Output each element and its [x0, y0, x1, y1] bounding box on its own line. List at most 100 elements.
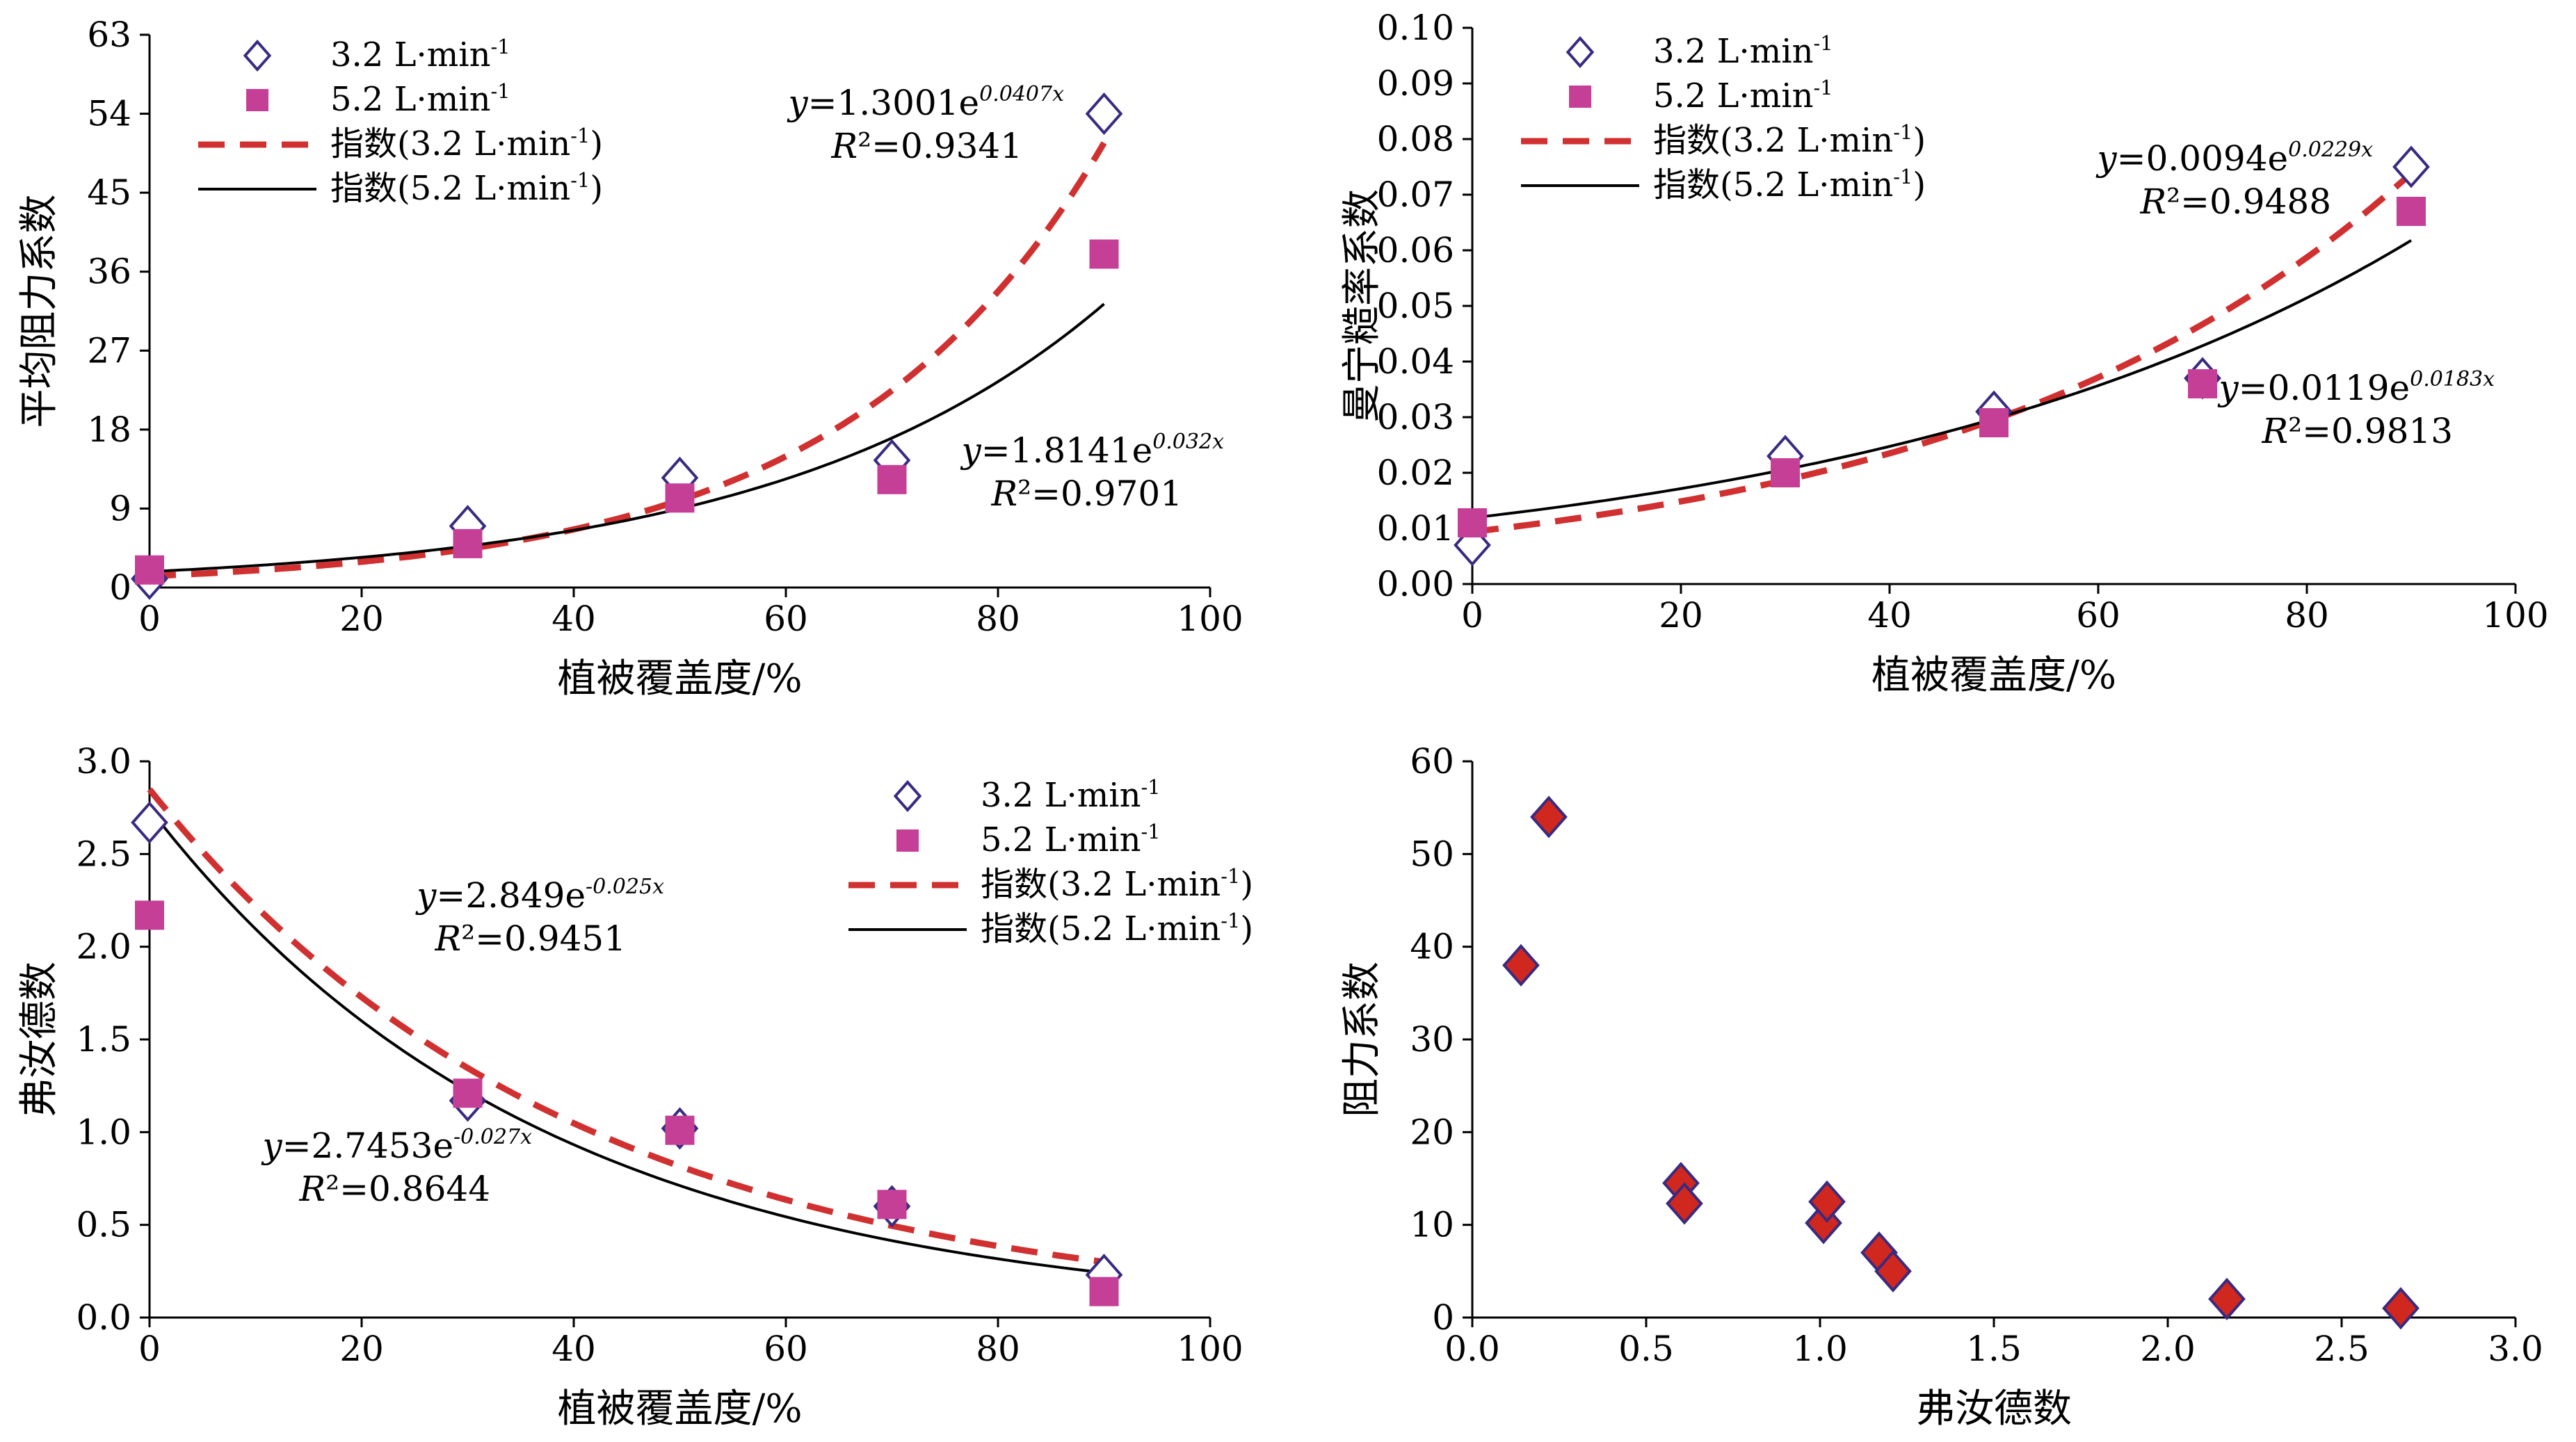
x-tick-label: 20: [1659, 595, 1703, 635]
y-axis-title: 平均阻力系数: [17, 195, 62, 428]
y-tick-label: 0: [109, 567, 131, 608]
legend-label: 3.2 L·min-1: [330, 35, 510, 74]
y-tick-label: 0.5: [76, 1205, 131, 1245]
x-axis-title: 弗汝德数: [1916, 1386, 2072, 1432]
legend-label: 指数(5.2 L·min-1): [330, 168, 603, 208]
y-tick-label: 54: [87, 94, 131, 134]
data-point-5-2: [1089, 1277, 1119, 1306]
x-tick-label: 2.5: [2314, 1329, 2369, 1369]
y-axis-title: 弗汝德数: [17, 962, 62, 1117]
equation-text: y=1.3001e0.0407x: [787, 82, 1064, 123]
chart-panel-froude-vs-resistance: 0.0 0.5 1.0 1.5 2.0 2.5 3.0 0 10 20 30 40 50 60 弗汝德数 阻力…: [1288, 720, 2576, 1439]
data-point-5-2: [1979, 408, 2009, 437]
y-tick-label: 40: [1410, 927, 1454, 967]
y-tick-label: 45: [87, 172, 131, 213]
data-point: [2208, 1277, 2246, 1320]
legend-marker: [1565, 35, 1595, 69]
equation-text: y=0.0119e0.0183x: [2217, 367, 2495, 408]
y-tick-label: 0.09: [1377, 63, 1454, 104]
y-tick-label: 36: [87, 252, 131, 292]
chart-resistance-vs-froude: 0.0 0.5 1.0 1.5 2.0 2.5 3.0 0 10 20 30 40 50 60 弗汝德数 阻力…: [1339, 741, 2543, 1432]
x-tick-label: 1.5: [1966, 1329, 2022, 1369]
y-tick-label: 63: [87, 15, 131, 55]
legend-marker: [246, 89, 268, 111]
data-point-3-2: [2392, 145, 2430, 188]
r-squared-text: R²=0.9488: [2139, 181, 2331, 222]
legend-marker: [896, 829, 919, 852]
x-tick-label: 60: [2076, 595, 2120, 635]
chart-panel-froude: 0 20 40 60 80 100 0.0 0.5 1.0 1.5 2.0 2.5 3.0 植被覆盖度/%…: [0, 720, 1288, 1439]
x-tick-label: 0: [138, 599, 161, 639]
y-tick-label: 27: [87, 330, 131, 371]
y-tick-label: 0: [1432, 1297, 1454, 1338]
x-tick-label: 20: [339, 1329, 384, 1369]
y-tick-label: 1.5: [76, 1019, 131, 1060]
y-tick-label: 0.05: [1377, 286, 1454, 326]
r-squared-text: R²=0.8644: [298, 1169, 490, 1209]
legend-label: 指数(3.2 L·min-1): [981, 864, 1253, 904]
data-point: [1530, 795, 1568, 839]
data-point-5-2: [135, 555, 164, 585]
y-tick-label: 0.08: [1377, 119, 1454, 159]
x-tick-label: 60: [764, 1329, 808, 1369]
y-tick-label: 0.10: [1377, 8, 1454, 48]
y-tick-label: 0.07: [1377, 175, 1454, 215]
legend-marker: [243, 39, 272, 72]
y-tick-label: 2.0: [76, 927, 131, 967]
y-tick-label: 0.0: [76, 1297, 131, 1338]
data-point-5-2: [2188, 369, 2217, 398]
x-tick-label: 20: [339, 599, 384, 639]
equation-text: y=2.7453e-0.027x: [261, 1125, 532, 1166]
chart-resistance-coefficient: 0 20 40 60 80 100 0 9 18 27 36 45 54 63 植被覆盖度/% 平均阻力系数 3…: [17, 15, 1243, 702]
chart-froude-number: 0 20 40 60 80 100 0.0 0.5 1.0 1.5 2.0 2.5 3.0 植被覆盖度/%…: [17, 741, 1253, 1432]
data-point-5-2: [135, 900, 164, 930]
x-tick-label: 80: [976, 599, 1020, 639]
x-tick-label: 40: [552, 599, 596, 639]
legend-label: 指数(3.2 L·min-1): [330, 124, 603, 163]
data-point: [1874, 1249, 1912, 1293]
x-tick-label: 100: [2482, 595, 2548, 635]
chart-panel-resistance: 0 20 40 60 80 100 0 9 18 27 36 45 54 63 植被覆盖度/% 平均阻力系数 3…: [0, 0, 1288, 720]
legend-label: 指数(3.2 L·min-1): [1653, 120, 1926, 160]
fit-curve-3-2: [149, 141, 1107, 580]
y-tick-label: 50: [1410, 834, 1454, 874]
r-squared-text: R²=0.9701: [990, 473, 1182, 514]
legend: 3.2 L·min-1 5.2 L·min-1 指数(3.2 L·min-1) 指数(…: [1521, 31, 1926, 204]
data-point-5-2: [2397, 197, 2426, 226]
x-axis-title: 植被覆盖度/%: [557, 1386, 802, 1432]
x-tick-label: 100: [1177, 1329, 1243, 1369]
data-point: [1666, 1182, 1703, 1225]
fit-curve-5-2: [149, 302, 1105, 574]
data-point-5-2: [453, 1078, 483, 1108]
x-tick-label: 80: [2285, 595, 2329, 635]
legend-label: 5.2 L·min-1: [981, 820, 1161, 859]
data-point-5-2: [665, 483, 695, 513]
y-tick-label: 0.06: [1377, 230, 1454, 270]
y-tick-label: 20: [1410, 1112, 1454, 1152]
y-tick-label: 1.0: [76, 1112, 131, 1152]
equation-text: y=2.849e-0.025x: [415, 875, 664, 916]
data-point-5-2: [877, 1190, 907, 1220]
x-tick-label: 100: [1177, 599, 1243, 639]
data-point-3-2: [1085, 92, 1123, 136]
x-axis-title: 植被覆盖度/%: [557, 656, 802, 702]
x-tick-label: 0.5: [1618, 1329, 1674, 1369]
data-point: [1502, 943, 1540, 987]
chart-manning-roughness: 0 20 40 60 80 100 0.00 0.01 0.02 0.03 0.04 0.05 0.06…: [1339, 8, 2549, 698]
fit-curve-5-2: [1472, 239, 2413, 519]
y-axis-title: 曼宁糙率系数: [1339, 189, 1385, 423]
data-point-3-2: [131, 801, 168, 844]
data-point-5-2: [1771, 458, 1800, 487]
legend-marker: [1569, 86, 1591, 108]
legend-label: 指数(5.2 L·min-1): [1653, 165, 1926, 204]
x-tick-label: 60: [764, 599, 808, 639]
legend-label: 3.2 L·min-1: [1653, 31, 1833, 71]
y-tick-label: 2.5: [76, 834, 131, 874]
x-tick-label: 0.0: [1444, 1329, 1500, 1369]
legend-label: 5.2 L·min-1: [330, 79, 510, 119]
x-tick-label: 40: [552, 1329, 596, 1369]
legend-label: 3.2 L·min-1: [981, 775, 1161, 815]
equation-text: y=1.8141e0.032x: [960, 430, 1225, 471]
